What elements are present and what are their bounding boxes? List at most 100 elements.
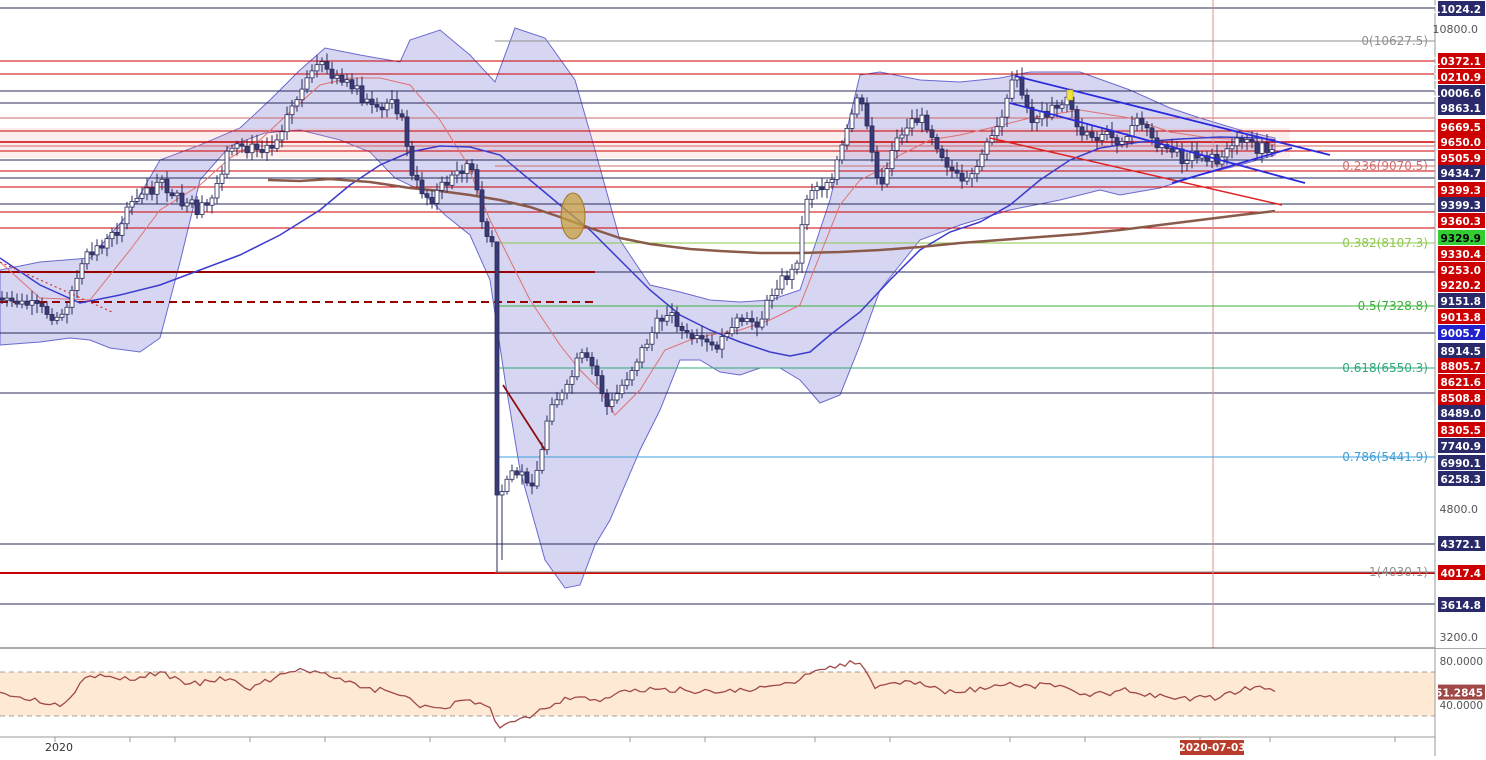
candle-body	[105, 239, 109, 248]
candle-body	[540, 450, 544, 471]
fib-level-label: 0.786(5441.9)	[1342, 450, 1428, 464]
candle-body	[1240, 138, 1244, 142]
candle-body	[20, 301, 24, 304]
candle-body	[405, 117, 409, 146]
price-axis: 10800.04800.03200.011024.210372.110210.9…	[1433, 0, 1486, 756]
candle-body	[1180, 149, 1184, 163]
candle-body	[425, 194, 429, 198]
candle-body	[5, 298, 9, 300]
candle-body	[1145, 124, 1149, 127]
candle-body	[920, 115, 924, 122]
candle-body	[410, 146, 414, 175]
price-label-text: 9399.3	[1440, 185, 1481, 197]
candle-body	[85, 252, 89, 264]
candle-body	[790, 269, 794, 279]
candle-body	[505, 479, 509, 491]
candle-body	[710, 342, 714, 345]
candle-body	[1255, 142, 1259, 154]
candle-body	[535, 470, 539, 486]
candle-body	[125, 207, 129, 224]
candle-body	[1020, 77, 1024, 95]
candle-body	[370, 99, 374, 104]
price-label-text: 10372.1	[1433, 56, 1481, 68]
candle-body	[910, 119, 914, 128]
candle-body	[335, 75, 339, 78]
candle-body	[1115, 138, 1119, 145]
candle-body	[485, 222, 489, 237]
candle-body	[460, 171, 464, 174]
price-label-text: 6990.1	[1440, 458, 1481, 470]
candle-body	[590, 357, 594, 366]
candle-body	[1120, 141, 1124, 144]
candle-body	[140, 194, 144, 198]
candle-body	[650, 333, 654, 344]
candle-body	[585, 353, 589, 358]
candle-body	[180, 193, 184, 206]
candle-body	[840, 145, 844, 160]
candle-body	[100, 246, 104, 248]
price-label-text: 10006.6	[1433, 88, 1481, 100]
candle-body	[390, 100, 394, 104]
candle-body	[0, 298, 4, 300]
candle-body	[365, 99, 369, 102]
candle-body	[645, 344, 649, 347]
candle-body	[670, 313, 674, 316]
candle-body	[230, 148, 234, 151]
candle-body	[440, 182, 444, 190]
candle-body	[190, 200, 194, 203]
candle-body	[1055, 105, 1059, 108]
candle-body	[1035, 119, 1039, 123]
candle-body	[225, 151, 229, 174]
price-label-text: 8914.5	[1440, 346, 1481, 358]
candle-body	[1005, 98, 1009, 117]
candle-body	[1170, 149, 1174, 153]
candle-body	[195, 200, 199, 215]
candle-body	[465, 164, 469, 174]
fib-level-label: 0(10627.5)	[1361, 34, 1428, 48]
candle-body	[1185, 161, 1189, 164]
candle-body	[110, 232, 114, 238]
candle-body	[420, 180, 424, 194]
candle-body	[270, 145, 274, 148]
candle-body	[940, 149, 944, 158]
highlight-ellipse	[561, 193, 585, 239]
candle-body	[830, 180, 834, 183]
candle-body	[70, 290, 74, 307]
candle-body	[1140, 118, 1144, 124]
candle-body	[415, 175, 419, 180]
candle-body	[1245, 139, 1249, 142]
candle-body	[985, 142, 989, 154]
candle-body	[995, 127, 999, 136]
candle-body	[980, 154, 984, 166]
candle-body	[750, 319, 754, 322]
price-label-text: 9013.8	[1440, 312, 1481, 324]
candle-body	[200, 203, 204, 215]
candle-body	[175, 193, 179, 196]
candle-body	[495, 242, 499, 495]
candle-body	[745, 319, 749, 322]
candle-body	[500, 492, 504, 495]
candle-body	[695, 336, 699, 339]
candle-body	[755, 322, 759, 327]
price-label-text: 8489.0	[1440, 408, 1481, 420]
candle-body	[50, 314, 54, 320]
price-label-text: 4372.1	[1440, 539, 1481, 551]
candle-body	[1265, 143, 1269, 153]
price-tick-label: 3200.0	[1440, 631, 1479, 644]
candle-body	[550, 405, 554, 421]
candle-body	[685, 330, 689, 332]
price-label-text: 10210.9	[1433, 72, 1481, 84]
fib-level-label: 1(4030.1)	[1369, 565, 1428, 579]
candle-body	[1110, 132, 1114, 138]
rsi-tick-label: 40.0000	[1440, 700, 1483, 712]
candle-body	[635, 362, 639, 370]
candle-body	[900, 135, 904, 138]
candle-body	[150, 188, 154, 194]
candle-body	[55, 317, 59, 320]
candle-body	[855, 98, 859, 114]
candle-body	[955, 170, 959, 173]
price-label-text: 9220.2	[1440, 280, 1481, 292]
